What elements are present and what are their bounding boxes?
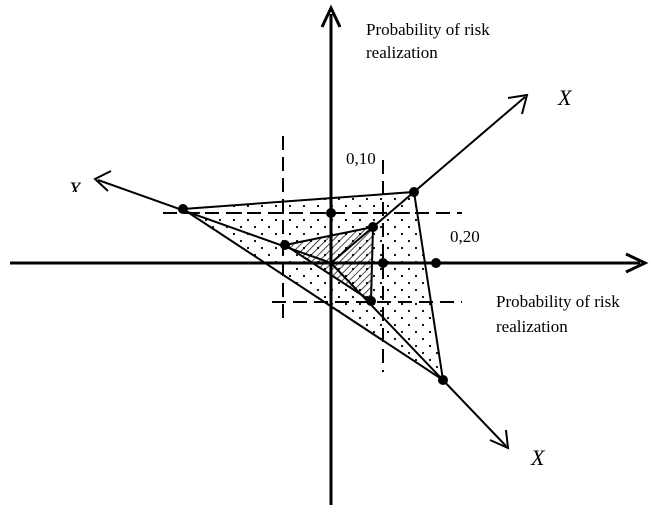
right-axis-label-line2: realization: [496, 317, 568, 336]
point-horizontal-axis-020: [431, 258, 441, 268]
point-horizontal-axis-010: [378, 258, 388, 268]
outer-triangle-fill: [183, 192, 443, 380]
point-inner-left: [280, 240, 290, 250]
axis-lower-right-arrowhead: [489, 429, 510, 450]
axis-label-upper-right: X: [558, 85, 572, 110]
inner-triangle: [282, 225, 375, 303]
point-vertical-axis: [326, 208, 336, 218]
horizontal-axis-arrowhead: [625, 252, 649, 274]
axis-label-lower-right: X: [531, 445, 545, 470]
axis-upper-left-arrowhead: [93, 170, 112, 192]
point-inner-bottom: [366, 296, 376, 306]
point-inner-top: [368, 222, 378, 232]
axis-upper-right-arrowhead: [507, 93, 529, 115]
top-axis-label-line2: realization: [366, 43, 438, 62]
top-axis-label-line1: Probability of risk: [366, 20, 490, 39]
tick-label-010: 0,10: [346, 149, 376, 168]
right-axis-label-line1: Probability of risk: [496, 292, 620, 311]
point-outer-left: [178, 204, 188, 214]
point-outer-top-right: [409, 187, 419, 197]
vertical-axis-arrowhead: [320, 4, 342, 28]
outer-triangle: [179, 190, 445, 383]
point-outer-bottom-right: [438, 375, 448, 385]
tick-label-020: 0,20: [450, 227, 480, 246]
inner-triangle-fill: [285, 227, 373, 301]
axis-label-upper-left: X: [68, 178, 82, 192]
